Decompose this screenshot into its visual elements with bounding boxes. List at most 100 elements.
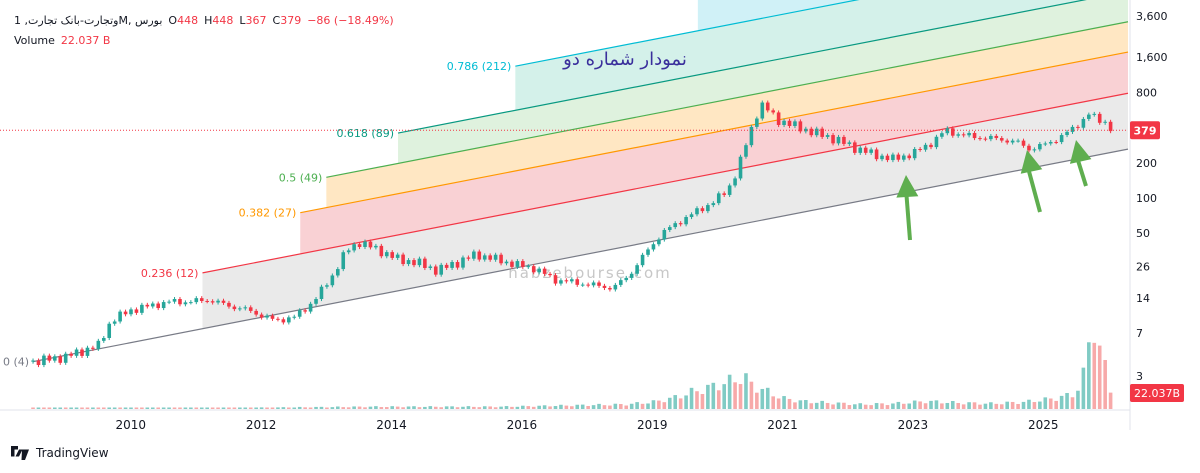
- candle-body: [499, 254, 503, 264]
- candle-body: [711, 203, 716, 206]
- annotation-arrow-icon: [1069, 140, 1092, 164]
- volume-bar: [314, 406, 318, 409]
- candle-body: [455, 262, 460, 268]
- volume-bar: [112, 407, 117, 409]
- candle-body: [53, 356, 57, 361]
- candle-body: [853, 142, 857, 153]
- volume-bar: [107, 407, 112, 409]
- volume-bar: [537, 405, 541, 409]
- candle-body: [787, 120, 792, 127]
- candle-body: [1021, 140, 1026, 146]
- volume-bar: [570, 406, 574, 409]
- candle-body: [999, 138, 1004, 141]
- volume-bar: [455, 407, 460, 409]
- volume-bar: [178, 407, 182, 409]
- candle-body: [912, 148, 917, 159]
- close-value: 379: [280, 14, 302, 27]
- candle-body: [395, 254, 400, 258]
- candle-body: [570, 279, 574, 282]
- fib-band-0.5: [398, 0, 1128, 164]
- annotation-arrow-shaft: [904, 188, 912, 241]
- candle-body: [1005, 140, 1009, 143]
- candle-body: [1103, 121, 1107, 123]
- candle-body: [472, 251, 476, 259]
- volume-bar: [972, 402, 977, 409]
- x-tick-label: 2025: [1028, 418, 1059, 432]
- candle-body: [521, 261, 525, 267]
- candle-body: [901, 155, 906, 160]
- volume-bar: [695, 391, 699, 409]
- volume-bar: [874, 403, 879, 409]
- candle-body: [297, 310, 302, 317]
- volume-bar: [559, 404, 563, 409]
- candle-body: [243, 307, 248, 309]
- volume-bar: [521, 405, 525, 409]
- volume-bar: [918, 401, 922, 409]
- candle-body: [341, 252, 346, 270]
- volume-bar: [1081, 367, 1086, 409]
- open-label: O: [168, 14, 178, 27]
- candle-body: [820, 128, 824, 137]
- volume-bar: [901, 403, 906, 409]
- volume-bar: [706, 384, 710, 409]
- volume-bar: [433, 406, 438, 409]
- volume-bar: [542, 405, 547, 409]
- symbol-name[interactable]: وتجارت-بانک تجارت, 1M, بورس: [14, 14, 163, 27]
- candle-body: [760, 102, 765, 119]
- candle-body: [346, 250, 351, 253]
- volume-bar: [238, 407, 242, 409]
- volume-bar: [662, 402, 667, 409]
- footer-brand[interactable]: TradingView: [10, 446, 109, 460]
- volume-bar: [635, 402, 639, 409]
- candle-body: [765, 102, 770, 111]
- candle-body: [504, 261, 509, 264]
- candle-body: [929, 144, 933, 148]
- volume-bar: [368, 406, 373, 409]
- volume-bar: [765, 387, 770, 409]
- candle-body: [733, 178, 737, 186]
- candle-body: [1016, 140, 1020, 142]
- volume-bar: [205, 407, 209, 409]
- candle-body: [967, 132, 971, 136]
- volume-bar: [281, 407, 286, 409]
- candle-body: [210, 301, 215, 303]
- volume-bar: [450, 406, 454, 409]
- volume-bar: [548, 406, 552, 409]
- volume-bar: [199, 407, 204, 409]
- volume-bar: [363, 407, 367, 409]
- volume-bar: [232, 407, 237, 409]
- y-tick-label: 3,600: [1136, 10, 1168, 23]
- volume-bar: [1048, 398, 1053, 409]
- candle-body: [602, 285, 607, 288]
- fib-label-0.5: 0.5 (49): [279, 171, 323, 184]
- volume-bar: [428, 406, 433, 409]
- volume-bar: [444, 406, 449, 409]
- candle-body: [537, 268, 541, 273]
- volume-bar: [412, 406, 416, 409]
- candle-body: [36, 360, 41, 366]
- candle-body: [406, 260, 411, 265]
- candle-body: [749, 126, 754, 146]
- volume-bar: [825, 402, 830, 409]
- candle-body: [439, 264, 444, 275]
- volume-bar: [341, 407, 346, 409]
- candle-body: [771, 110, 775, 113]
- volume-bar: [624, 405, 629, 409]
- candle-body: [270, 315, 275, 319]
- candle-body: [276, 318, 280, 320]
- volume-bar: [395, 406, 400, 409]
- candle-body: [1010, 140, 1015, 143]
- volume-bar: [940, 403, 944, 409]
- candle-body: [934, 136, 939, 148]
- candle-body: [352, 244, 356, 251]
- volume-bar: [390, 406, 395, 409]
- candle-body: [444, 264, 449, 268]
- volume-bar: [194, 407, 199, 409]
- candle-body: [744, 145, 748, 157]
- candle-body: [738, 156, 743, 179]
- volume-bar: [798, 400, 803, 409]
- candle-body: [635, 265, 639, 274]
- volume-bar: [303, 407, 307, 409]
- candle-body: [112, 321, 117, 324]
